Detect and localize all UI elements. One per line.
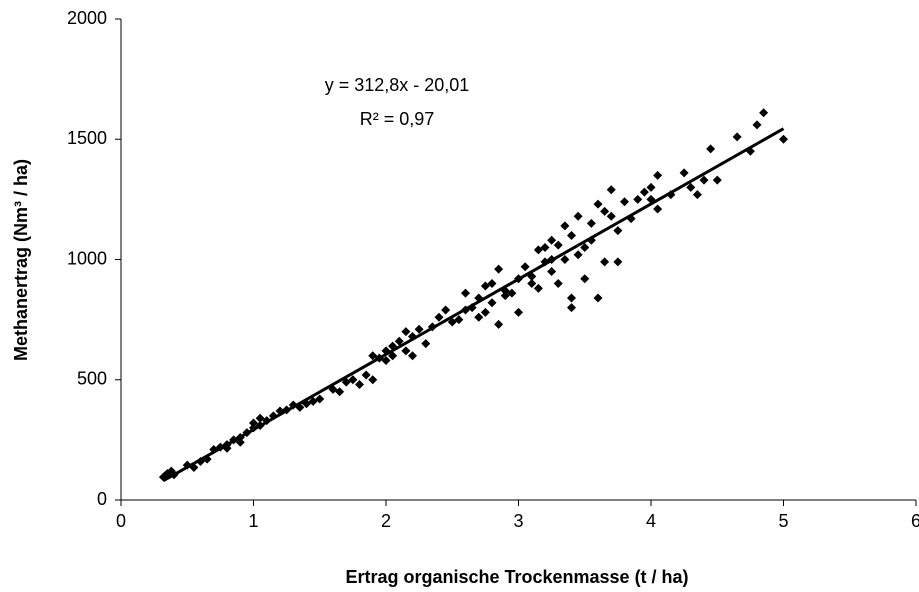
- point: [606, 185, 616, 195]
- x-tick-label: 4: [646, 511, 656, 531]
- point: [613, 257, 623, 267]
- point: [593, 293, 603, 303]
- point: [553, 279, 563, 289]
- point: [580, 274, 590, 284]
- x-tick-label: 3: [513, 511, 523, 531]
- point: [567, 293, 576, 303]
- r-squared: R² = 0,97: [360, 109, 435, 129]
- point: [606, 211, 616, 221]
- point: [381, 356, 391, 366]
- point: [368, 351, 378, 361]
- point: [567, 230, 576, 240]
- point: [401, 346, 411, 356]
- point: [520, 262, 530, 272]
- point: [480, 307, 490, 317]
- point: [255, 413, 265, 423]
- point: [553, 240, 563, 250]
- point: [454, 315, 464, 325]
- point: [414, 324, 424, 334]
- point: [560, 221, 570, 231]
- x-tick-label: 2: [381, 511, 391, 531]
- x-tick-label: 0: [116, 511, 126, 531]
- point: [653, 170, 663, 180]
- y-tick-label: 1000: [67, 248, 107, 268]
- point: [447, 317, 457, 327]
- trend-equation: y = 312,8x - 20,01: [325, 75, 470, 95]
- point: [752, 120, 762, 130]
- point: [692, 190, 702, 200]
- y-tick-label: 500: [77, 369, 107, 389]
- y-tick-label: 0: [97, 489, 107, 509]
- point: [567, 303, 576, 313]
- point: [408, 351, 417, 361]
- point: [474, 312, 484, 322]
- point: [348, 375, 358, 385]
- point: [653, 204, 663, 214]
- point: [487, 298, 497, 308]
- y-tick-label: 2000: [67, 8, 107, 28]
- point: [712, 175, 722, 185]
- point: [779, 134, 788, 144]
- point: [361, 370, 371, 380]
- x-tick-label: 1: [248, 511, 258, 531]
- point: [533, 283, 543, 293]
- point: [249, 418, 258, 428]
- point: [335, 387, 345, 397]
- point: [527, 279, 537, 289]
- point: [580, 242, 590, 252]
- point: [573, 211, 583, 221]
- point: [620, 197, 629, 207]
- point: [699, 175, 709, 185]
- point: [494, 264, 504, 274]
- point: [759, 108, 769, 118]
- point: [593, 199, 603, 209]
- point: [600, 206, 610, 216]
- trend-line: [162, 127, 785, 483]
- point: [514, 307, 523, 317]
- y-tick-label: 1500: [67, 128, 107, 148]
- point: [573, 250, 583, 260]
- point: [487, 279, 497, 289]
- point: [507, 288, 517, 298]
- point: [315, 394, 325, 404]
- point: [547, 267, 557, 277]
- point: [355, 380, 364, 390]
- point: [401, 327, 411, 337]
- point: [600, 257, 610, 267]
- x-tick-label: 5: [778, 511, 788, 531]
- point: [394, 336, 404, 346]
- point: [441, 305, 451, 315]
- y-axis-title: Methanertrag (Nm³ / ha): [11, 159, 31, 361]
- x-axis-title: Ertrag organische Trockenmasse (t / ha): [345, 567, 688, 587]
- point: [560, 255, 570, 264]
- point: [706, 144, 716, 154]
- point: [732, 132, 742, 142]
- point: [639, 187, 649, 197]
- point: [686, 182, 696, 192]
- point: [613, 226, 623, 236]
- point: [461, 288, 470, 298]
- point: [547, 235, 557, 245]
- point: [540, 242, 550, 252]
- point: [308, 396, 318, 406]
- point: [586, 218, 596, 228]
- point: [533, 245, 543, 255]
- point: [480, 281, 490, 291]
- point: [494, 319, 504, 329]
- point: [368, 375, 378, 385]
- point: [633, 194, 643, 204]
- point: [646, 182, 656, 192]
- x-tick-label: 6: [911, 511, 919, 531]
- point: [679, 168, 689, 178]
- point: [434, 312, 444, 322]
- point: [421, 339, 431, 349]
- point: [500, 291, 510, 301]
